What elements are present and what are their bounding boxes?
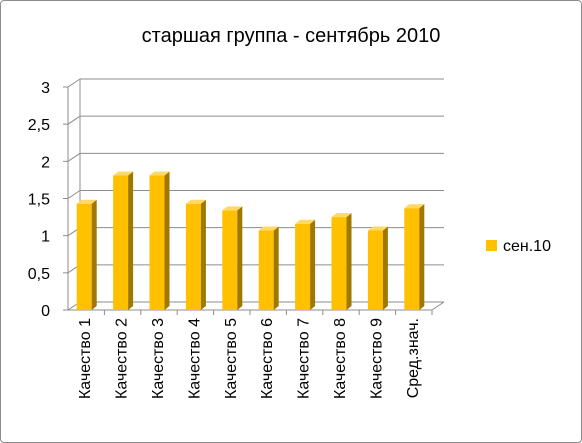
y-tick-label: 1 bbox=[41, 229, 50, 246]
bar-side bbox=[310, 219, 316, 310]
y-axis: 0 0,5 1 1,5 2 2,5 3 bbox=[28, 80, 50, 320]
chart-title: старшая группа - сентябрь 2010 bbox=[142, 25, 441, 47]
bar bbox=[185, 203, 201, 310]
y-tick-label: 0 bbox=[41, 303, 50, 320]
bar bbox=[76, 203, 92, 310]
x-tick-label: Качество 7 bbox=[296, 318, 313, 399]
y-tick-label: 2,5 bbox=[28, 117, 50, 134]
bar-top bbox=[222, 206, 243, 211]
gridline-side bbox=[67, 115, 81, 125]
bar-side bbox=[346, 213, 352, 310]
x-tick-label: Сред.знач. bbox=[405, 318, 422, 398]
bar-top bbox=[258, 226, 279, 231]
gridline-side bbox=[67, 78, 81, 88]
x-tick-label: Качество 3 bbox=[150, 318, 167, 399]
bar-side bbox=[237, 206, 243, 310]
bar bbox=[404, 208, 420, 310]
bar-top bbox=[404, 204, 425, 209]
bar-top bbox=[331, 213, 352, 218]
bar-side bbox=[382, 226, 388, 310]
y-tick-label: 0,5 bbox=[28, 266, 50, 283]
bar-side bbox=[419, 204, 425, 310]
bar-side bbox=[91, 199, 97, 310]
legend-swatch bbox=[486, 240, 497, 251]
legend: сен.10 bbox=[486, 238, 551, 255]
floor-edge bbox=[431, 301, 445, 311]
bar bbox=[222, 210, 238, 310]
x-tick-label: Качество 4 bbox=[186, 318, 203, 399]
bar-top bbox=[185, 199, 206, 204]
bar bbox=[149, 175, 165, 310]
legend-label: сен.10 bbox=[503, 238, 551, 255]
gridline-side bbox=[67, 152, 81, 162]
y-tick-label: 1,5 bbox=[28, 192, 50, 209]
x-tick-label: Качество 1 bbox=[77, 318, 94, 399]
bar bbox=[331, 217, 347, 310]
bar-top bbox=[367, 226, 388, 231]
x-tick-label: Качество 9 bbox=[368, 318, 385, 399]
bar-top bbox=[113, 171, 134, 176]
bar-top bbox=[149, 171, 170, 176]
bars-layer bbox=[76, 171, 425, 310]
y-tick-label: 3 bbox=[41, 80, 50, 97]
bar-top bbox=[295, 219, 316, 224]
x-axis: Качество 1 Качество 2 Качество 3 Качество 4… bbox=[77, 318, 422, 399]
bar bbox=[367, 230, 383, 310]
bar bbox=[295, 223, 311, 310]
x-tick-label: Качество 5 bbox=[223, 318, 240, 399]
x-tick-label: Качество 2 bbox=[114, 318, 131, 399]
bar-side bbox=[128, 171, 134, 310]
bar-side bbox=[273, 226, 279, 310]
bar bbox=[113, 175, 129, 310]
bar-side bbox=[200, 199, 206, 310]
gridline-side bbox=[67, 190, 81, 199]
bar-side bbox=[164, 171, 170, 310]
x-tick-label: Качество 8 bbox=[332, 318, 349, 399]
y-tick-label: 2 bbox=[41, 154, 50, 171]
bar bbox=[258, 230, 274, 310]
x-tick-label: Качество 6 bbox=[259, 318, 276, 399]
bar-top bbox=[76, 199, 97, 204]
